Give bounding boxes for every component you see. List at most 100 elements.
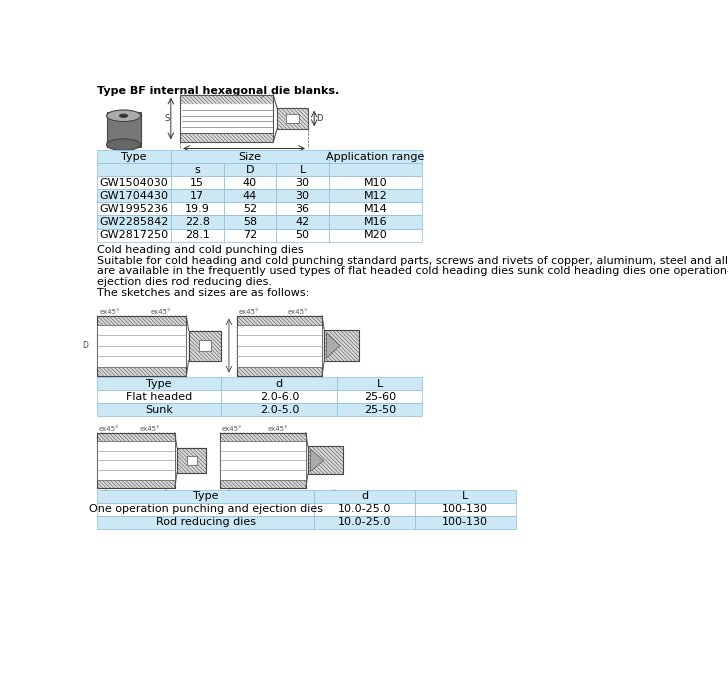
Bar <box>221 433 306 488</box>
Bar <box>223 189 276 202</box>
Text: L: L <box>296 390 300 399</box>
Text: Type BF internal hexagonal die blanks.: Type BF internal hexagonal die blanks. <box>98 86 339 96</box>
Text: L: L <box>376 379 383 388</box>
Bar <box>98 202 171 215</box>
Bar <box>171 229 223 242</box>
Bar <box>98 490 314 502</box>
Bar <box>189 331 221 361</box>
Text: GW1504030: GW1504030 <box>100 178 168 187</box>
Text: D: D <box>245 164 254 175</box>
Text: D: D <box>82 341 88 350</box>
Bar <box>171 150 329 163</box>
Text: are available in the frequently used types of flat headed cold heading dies sunk: are available in the frequently used typ… <box>98 266 728 276</box>
Text: 100-130: 100-130 <box>443 517 488 528</box>
Text: GW2817250: GW2817250 <box>100 230 169 240</box>
Text: 50: 50 <box>296 230 309 240</box>
Text: 36: 36 <box>296 204 309 214</box>
Text: 58: 58 <box>243 217 257 227</box>
Bar <box>180 94 273 143</box>
Bar <box>223 176 276 189</box>
Bar <box>276 163 329 176</box>
Text: ejection dies rod reducing dies.: ejection dies rod reducing dies. <box>98 277 272 287</box>
Bar <box>171 176 223 189</box>
Bar <box>98 433 175 488</box>
Bar <box>276 202 329 215</box>
Text: ex45°: ex45° <box>222 426 242 432</box>
Text: ex45°: ex45° <box>100 309 120 315</box>
Text: 22.8: 22.8 <box>185 217 210 227</box>
Bar <box>329 215 422 229</box>
Text: 2.0-6.0: 2.0-6.0 <box>260 392 299 402</box>
Bar <box>223 202 276 215</box>
Text: GW1704430: GW1704430 <box>100 191 168 201</box>
Text: ex45°: ex45° <box>140 426 160 432</box>
Text: 19.9: 19.9 <box>185 204 210 214</box>
Bar <box>338 403 422 416</box>
Text: 25-60: 25-60 <box>363 392 396 402</box>
Text: 72: 72 <box>242 230 257 240</box>
Bar <box>98 316 186 375</box>
Bar <box>276 176 329 189</box>
Text: 15: 15 <box>190 178 204 187</box>
Text: M14: M14 <box>363 204 387 214</box>
Text: 40: 40 <box>243 178 257 187</box>
Text: 17: 17 <box>190 191 205 201</box>
Bar <box>98 163 171 176</box>
Bar <box>171 202 223 215</box>
Bar <box>329 176 422 189</box>
Bar <box>171 189 223 202</box>
Bar <box>338 390 422 403</box>
Text: s: s <box>194 164 200 175</box>
Text: ex45°: ex45° <box>99 426 119 432</box>
Text: D: D <box>316 114 323 123</box>
Bar <box>237 316 322 375</box>
Text: Application range: Application range <box>326 151 424 162</box>
Text: Suitable for cold heading and cold punching standard parts, screws and rivets of: Suitable for cold heading and cold punch… <box>98 255 728 265</box>
Text: Type: Type <box>146 379 172 388</box>
Bar <box>314 502 415 516</box>
Bar <box>329 229 422 242</box>
Bar <box>329 163 422 176</box>
Text: L: L <box>140 384 144 392</box>
Bar <box>98 403 221 416</box>
Bar <box>98 316 186 375</box>
Text: 10.0-25.0: 10.0-25.0 <box>338 504 391 514</box>
Bar <box>223 215 276 229</box>
Text: ex45°: ex45° <box>151 309 171 315</box>
Ellipse shape <box>106 139 141 150</box>
Bar <box>98 377 221 390</box>
Bar <box>276 215 329 229</box>
Bar <box>276 229 329 242</box>
Text: GW2285842: GW2285842 <box>99 217 169 227</box>
Bar <box>106 112 141 147</box>
Text: S: S <box>164 114 170 123</box>
Bar <box>221 390 338 403</box>
Bar <box>329 189 422 202</box>
Bar <box>199 340 210 351</box>
Bar <box>237 316 322 375</box>
Bar <box>221 403 338 416</box>
Bar <box>98 229 171 242</box>
Text: d: d <box>126 343 130 348</box>
Polygon shape <box>327 333 340 358</box>
Bar <box>98 516 314 529</box>
Text: 28.1: 28.1 <box>185 230 210 240</box>
Ellipse shape <box>119 114 128 117</box>
Text: M20: M20 <box>363 230 387 240</box>
Bar <box>98 390 221 403</box>
Text: ex45°: ex45° <box>239 309 259 315</box>
Text: GW1995236: GW1995236 <box>100 204 168 214</box>
Bar <box>180 104 273 133</box>
Bar <box>98 433 175 488</box>
Text: L1: L1 <box>275 384 284 392</box>
Bar <box>98 441 175 480</box>
Bar <box>98 215 171 229</box>
Text: Rod reducing dies: Rod reducing dies <box>156 517 256 528</box>
Text: L: L <box>280 496 284 504</box>
Bar <box>180 94 273 104</box>
Text: 30: 30 <box>296 191 309 201</box>
Bar <box>415 502 515 516</box>
Text: 30: 30 <box>296 178 309 187</box>
Bar <box>98 325 186 367</box>
Text: Size: Size <box>238 151 261 162</box>
